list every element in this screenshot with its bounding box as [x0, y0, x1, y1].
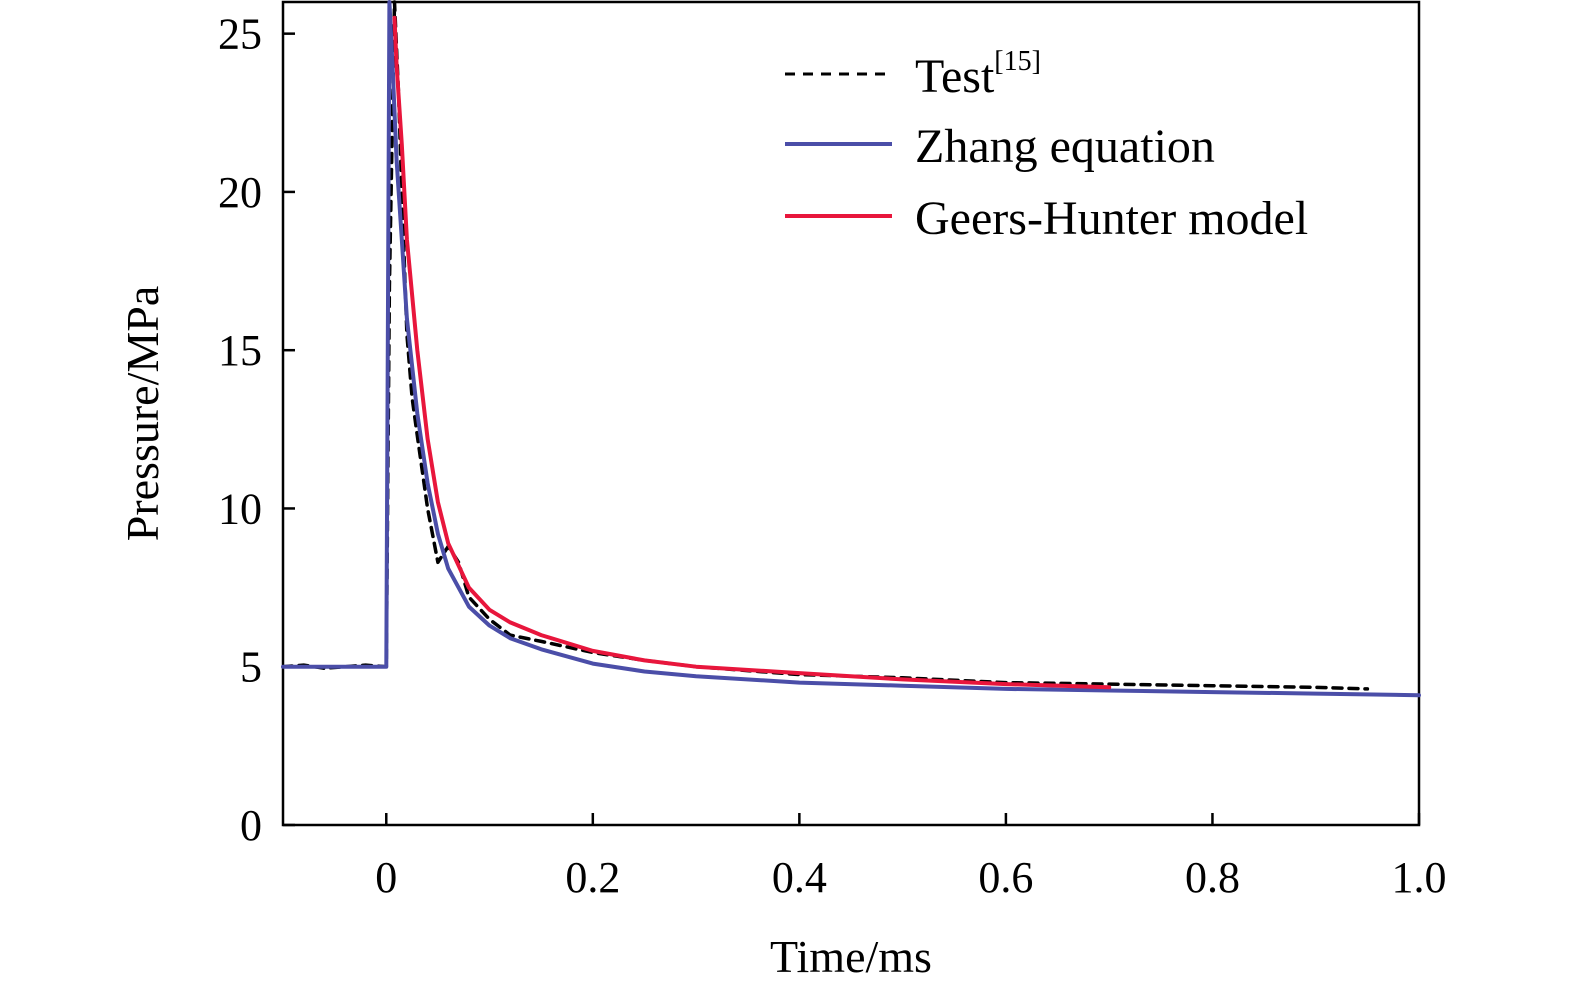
legend: Test[15] Zhang equation Geers-Hunter model	[785, 46, 1308, 245]
legend-label-text: Test	[915, 50, 995, 103]
legend-label-superscript: [15]	[994, 46, 1041, 77]
x-tick-label: 0	[375, 853, 397, 902]
x-axis-label: Time/ms	[770, 931, 932, 982]
legend-label-1: Zhang equation	[915, 120, 1215, 173]
x-tick-label: 0.4	[772, 853, 827, 902]
y-tick-label: 25	[218, 10, 262, 59]
series-line-1	[281, 0, 1421, 698]
legend-label-0: Test[15]	[915, 46, 1041, 103]
y-tick-label: 5	[240, 643, 262, 692]
y-axis-label: Pressure/MPa	[117, 286, 168, 542]
plot-area: 0 0.2 0.4 0.6 0.8 1.0 0 5 10 15 20 25	[218, 0, 1447, 902]
y-tick-label: 15	[218, 326, 262, 375]
y-axis-ticks: 0 5 10 15 20 25	[218, 10, 295, 850]
y-tick-label: 0	[240, 801, 262, 850]
x-axis-ticks: 0 0.2 0.4 0.6 0.8 1.0	[375, 813, 1447, 902]
x-tick-label: 0.2	[565, 853, 620, 902]
legend-label-2: Geers-Hunter model	[915, 192, 1308, 245]
y-tick-label: 10	[218, 484, 262, 533]
series-line-0	[281, 0, 1370, 691]
y-tick-label: 20	[218, 168, 262, 217]
x-tick-label: 0.8	[1185, 853, 1240, 902]
plot-frame	[281, 0, 1421, 827]
x-tick-label: 1.0	[1392, 853, 1447, 902]
x-tick-label: 0.6	[978, 853, 1033, 902]
legend-label-text: Zhang equation	[915, 120, 1215, 173]
series-layer	[281, 0, 1421, 698]
series-line-2	[392, 15, 1112, 690]
legend-label-text: Geers-Hunter model	[915, 192, 1308, 245]
